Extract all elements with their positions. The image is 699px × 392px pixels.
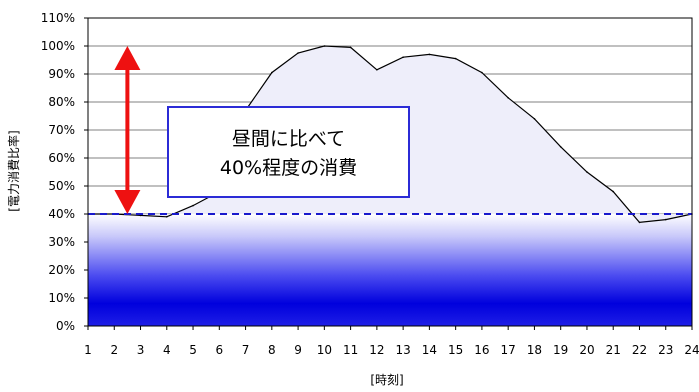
data-point-17 [507,97,509,99]
y-tick-label: 90% [48,67,75,81]
x-tick-label: 18 [527,343,542,357]
data-point-22 [638,221,641,224]
x-tick-label: 2 [110,343,118,357]
y-tick-label: 60% [48,151,75,165]
arrow-head-bottom [114,190,141,214]
data-point-14 [428,53,431,56]
data-point-23 [664,218,667,221]
annotation-frame [167,106,410,198]
data-point-10 [323,45,326,47]
arrow-head-top [114,46,141,70]
y-tick-label: 50% [48,179,75,193]
plot-frame [87,17,693,327]
x-tick-label: 23 [658,343,673,357]
x-tick-label: 4 [163,343,171,357]
x-tick-label: 22 [632,343,647,357]
x-tick-label: 24 [684,343,699,357]
data-point-16 [481,71,483,74]
x-tick-label: 10 [317,343,332,357]
data-point-21 [612,190,615,193]
y-tick-label: 10% [48,291,75,305]
y-tick-label: 40% [48,207,75,221]
y-tick-label: 110% [41,11,75,25]
x-tick-label: 17 [501,343,516,357]
x-tick-label: 13 [395,343,410,357]
annotation-box: 昼間に比べて 40%程度の消費 [167,106,410,198]
x-axis-title: [時刻] [370,373,403,387]
x-tick-label: 21 [606,343,621,357]
x-tick-label: 12 [369,343,384,357]
range-arrow [114,46,141,214]
x-tick-label: 16 [474,343,489,357]
x-tick-label: 9 [294,343,302,357]
annotation-line-2: 40%程度の消費 [220,157,357,179]
x-tick-label: 20 [579,343,594,357]
x-tick-label: 14 [422,343,437,357]
x-tick-label: 6 [215,343,223,357]
x-tick-label: 15 [448,343,463,357]
band-rect [88,214,692,326]
x-tick-label: 11 [343,343,358,357]
x-tick-label: 8 [268,343,276,357]
data-point-13 [402,56,404,58]
data-point-4 [165,216,168,218]
y-axis-title: [電力消費比率] [6,130,21,211]
y-tick-label: 0% [56,319,75,333]
data-point-18 [533,118,536,120]
y-tick-label: 70% [48,123,75,137]
y-tick-label: 80% [48,95,75,109]
plot-border [87,17,693,327]
data-point-11 [349,46,352,49]
y-tick-label: 30% [48,235,75,249]
annotation-line-1: 昼間に比べて [232,128,345,150]
data-point-19 [559,146,562,148]
x-tick-label: 7 [242,343,250,357]
data-point-5 [192,204,194,207]
y-tick-labels: 0% 10% 20% 30% 40% 50% 60% 70% 80% 90% 100% 110% [41,11,88,333]
x-tick-label: 19 [553,343,568,357]
data-point-15 [454,57,457,60]
data-point-20 [586,171,588,173]
y-tick-label: 100% [41,39,75,53]
data-point-12 [376,69,378,71]
data-point-8 [271,71,273,74]
series-line [88,45,693,224]
x-tick-labels: 1 2 3 4 5 6 7 8 9 10 11 12 13 14 15 16 17 18 19 20 21 22 23 24 [84,326,699,357]
base-load-band [88,214,692,326]
data-point-9 [297,52,299,54]
y-tick-label: 20% [48,263,75,277]
x-tick-label: 5 [189,343,197,357]
x-tick-label: 3 [137,343,145,357]
x-tick-label: 1 [84,343,92,357]
